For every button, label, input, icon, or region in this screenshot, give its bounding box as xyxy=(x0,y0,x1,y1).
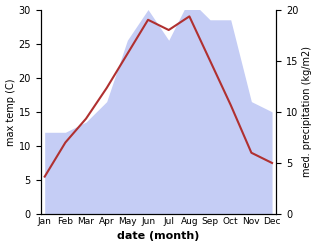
Y-axis label: max temp (C): max temp (C) xyxy=(5,78,16,145)
X-axis label: date (month): date (month) xyxy=(117,231,200,242)
Y-axis label: med. precipitation (kg/m2): med. precipitation (kg/m2) xyxy=(302,46,313,177)
